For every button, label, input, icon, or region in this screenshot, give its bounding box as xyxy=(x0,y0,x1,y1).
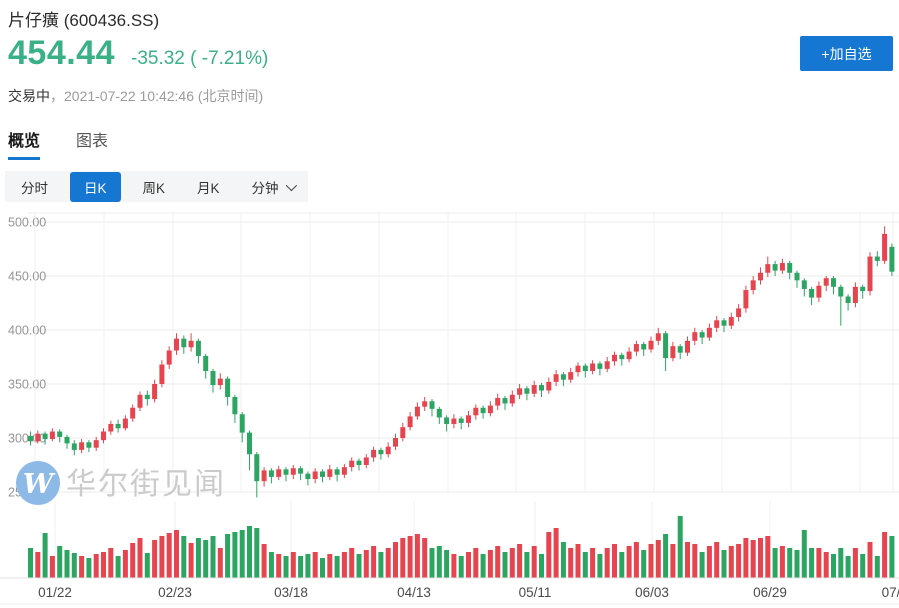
svg-text:06/29: 06/29 xyxy=(753,585,787,600)
svg-text:华尔街见闻: 华尔街见闻 xyxy=(66,468,226,501)
candlestick-chart[interactable]: 500.00450.00400.00350.00300.00250.00W华尔街… xyxy=(0,205,899,608)
chart-canvas[interactable]: 500.00450.00400.00350.00300.00250.00W华尔街… xyxy=(0,205,899,608)
svg-text:450.00: 450.00 xyxy=(8,270,46,284)
svg-text:01/22: 01/22 xyxy=(38,585,72,600)
svg-text:02/23: 02/23 xyxy=(158,585,192,600)
svg-text:350.00: 350.00 xyxy=(8,378,46,392)
price-change: -35.32 ( -7.21%) xyxy=(131,48,269,69)
timezone-label: (北京时间) xyxy=(197,88,264,104)
period-monthly-k[interactable]: 月K xyxy=(197,180,220,196)
main-tabs: 概览 图表 xyxy=(8,127,144,160)
status-separator: ， xyxy=(50,88,64,104)
svg-text:W: W xyxy=(23,469,56,500)
add-watchlist-button[interactable]: +加自选 xyxy=(800,36,893,71)
svg-text:04/13: 04/13 xyxy=(397,585,431,600)
period-minutes-label: 分钟 xyxy=(251,180,279,196)
tab-chart[interactable]: 图表 xyxy=(76,133,109,150)
price-row: 454.44 -35.32 ( -7.21%) xyxy=(8,34,268,73)
quote-timestamp: 2021-07-22 10:42:46 xyxy=(64,88,194,104)
market-status: 交易中 xyxy=(8,88,50,104)
period-weekly-k[interactable]: 周K xyxy=(142,180,166,196)
svg-text:07/: 07/ xyxy=(882,585,899,600)
tab-overview[interactable]: 概览 xyxy=(8,127,41,160)
market-status-row: 交易中，2021-07-22 10:42:46 (北京时间) xyxy=(8,86,263,106)
svg-text:05/11: 05/11 xyxy=(519,585,552,600)
stock-title: 片仔癀 (600436.SS) xyxy=(8,11,160,30)
svg-text:400.00: 400.00 xyxy=(8,324,46,338)
svg-text:03/18: 03/18 xyxy=(274,585,308,600)
period-minute-line[interactable]: 分时 xyxy=(21,180,48,196)
svg-text:500.00: 500.00 xyxy=(8,216,46,230)
svg-text:06/03: 06/03 xyxy=(635,585,669,600)
period-toolbar: 分时 日K 周K 月K 分钟 xyxy=(5,171,308,202)
period-daily-k[interactable]: 日K xyxy=(70,171,121,202)
svg-text:300.00: 300.00 xyxy=(8,432,46,446)
current-price: 454.44 xyxy=(8,34,115,72)
chevron-down-icon xyxy=(285,179,297,191)
period-minutes-dropdown[interactable]: 分钟 xyxy=(242,172,304,202)
